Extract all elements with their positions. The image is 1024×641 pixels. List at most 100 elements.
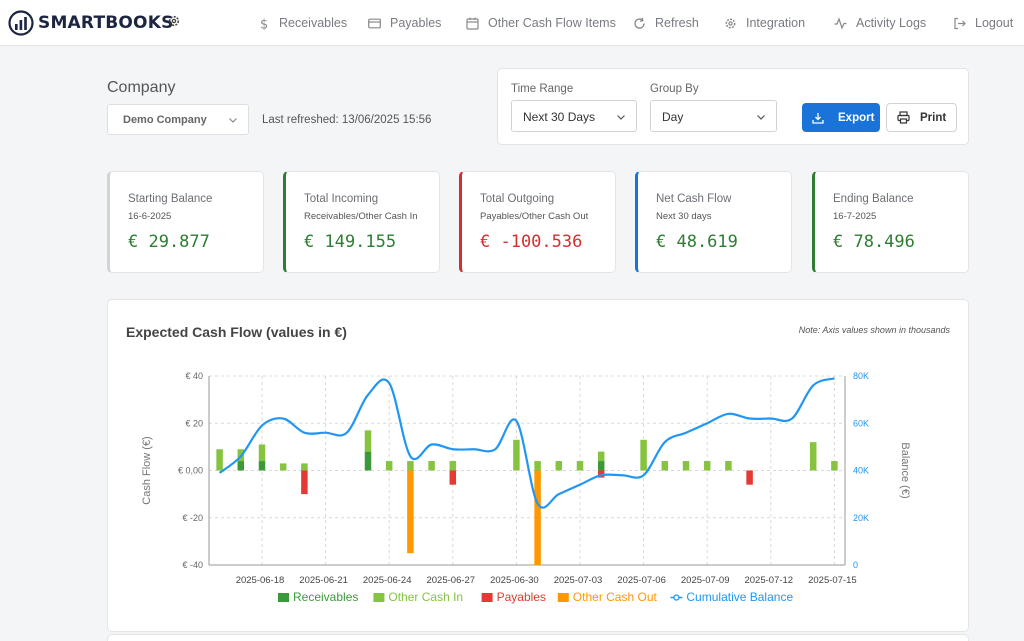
filter-panel: Time Range Next 30 Days Group By Day Exp… bbox=[497, 68, 969, 145]
time-range-select[interactable]: Next 30 Days bbox=[511, 100, 637, 132]
kpi-title: Total Incoming bbox=[304, 193, 379, 205]
settings-gear-icon[interactable] bbox=[167, 14, 181, 28]
nav-refresh[interactable]: Refresh bbox=[633, 14, 699, 32]
top-navbar: SMARTBOOKS $ Receivables Payables Other … bbox=[0, 0, 1024, 46]
cash-flow-chart: € -40 0 € -20 20K € 0,00 40K € 20 60K € 40 80K 202… bbox=[141, 371, 911, 604]
legend-label: Other Cash Out bbox=[573, 590, 658, 604]
bar-other-cash-in bbox=[428, 461, 435, 471]
x-tick-label: 2025-06-21 bbox=[299, 575, 348, 586]
dollar-icon: $ bbox=[260, 17, 268, 30]
chevron-down-icon bbox=[617, 115, 625, 120]
x-tick-label: 2025-07-15 bbox=[808, 575, 857, 586]
kpi-total-outgoing: Total Outgoing Payables/Other Cash Out €… bbox=[459, 171, 616, 273]
smartbooks-logo-icon bbox=[8, 10, 34, 36]
x-tick-label: 2025-06-18 bbox=[236, 575, 285, 586]
next-card bbox=[107, 634, 969, 641]
bar-other-cash-out bbox=[534, 470, 541, 565]
company-select[interactable]: Demo Company bbox=[107, 104, 249, 135]
kpi-title: Net Cash Flow bbox=[656, 193, 732, 205]
legend-label: Payables bbox=[497, 590, 546, 604]
kpi-net-cash-flow: Net Cash Flow Next 30 days € 48.619 bbox=[635, 171, 792, 273]
legend-label: Cumulative Balance bbox=[686, 590, 793, 604]
x-tick-label: 2025-07-09 bbox=[681, 575, 730, 586]
bar-other-cash-in bbox=[682, 461, 690, 471]
x-tick-label: 2025-07-06 bbox=[617, 575, 666, 586]
nav-label: Other Cash Flow Items bbox=[488, 16, 616, 30]
bar-other-cash-in bbox=[385, 461, 393, 471]
svg-text:$: $ bbox=[260, 17, 268, 30]
legend-label: Receivables bbox=[293, 590, 358, 604]
bar-receivables bbox=[364, 451, 372, 471]
bar-other-cash-in bbox=[258, 444, 266, 462]
kpi-title: Total Outgoing bbox=[480, 193, 555, 205]
bar-other-cash-in bbox=[279, 463, 287, 471]
y-right-tick-label: 0 bbox=[853, 560, 858, 570]
company-label: Company bbox=[107, 79, 176, 96]
bar-other-cash-in bbox=[576, 461, 584, 471]
kpi-starting-balance: Starting Balance 16-6-2025 € 29.877 bbox=[107, 171, 264, 273]
legend-swatch bbox=[481, 593, 493, 602]
nav-integration[interactable]: Integration bbox=[724, 14, 805, 32]
chevron-down-icon bbox=[229, 118, 237, 123]
kpi-ending-balance: Ending Balance 16-7-2025 € 78.496 bbox=[812, 171, 969, 273]
time-range-label: Time Range bbox=[511, 83, 574, 95]
y-right-tick-label: 80K bbox=[853, 371, 869, 381]
bar-payables bbox=[746, 470, 753, 485]
chart-note: Note: Axis values shown in thousands bbox=[798, 325, 950, 335]
gear-icon bbox=[725, 18, 736, 28]
bar-other-cash-in bbox=[449, 461, 457, 471]
bar-other-cash-in bbox=[216, 449, 223, 471]
kpi-value: € 29.877 bbox=[128, 232, 210, 252]
legend-label: Other Cash In bbox=[388, 590, 463, 604]
last-refreshed: Last refreshed: 13/06/2025 15:56 bbox=[262, 114, 432, 126]
kpi-value: € 78.496 bbox=[833, 232, 915, 252]
bar-receivables bbox=[597, 461, 605, 471]
kpi-title: Ending Balance bbox=[833, 193, 914, 205]
bar-receivables bbox=[237, 461, 245, 471]
nav-label: Logout bbox=[975, 16, 1014, 30]
time-range-value: Next 30 Days bbox=[523, 110, 596, 124]
group-by-select[interactable]: Day bbox=[650, 100, 777, 132]
chevron-down-icon bbox=[757, 115, 765, 120]
nav-activity-logs[interactable]: Activity Logs bbox=[834, 14, 926, 32]
bar-payables bbox=[301, 470, 308, 495]
bar-other-cash-in bbox=[640, 439, 647, 471]
print-button[interactable]: Print bbox=[886, 103, 957, 132]
bar-other-cash-in bbox=[513, 439, 520, 471]
brand[interactable]: SMARTBOOKS bbox=[8, 9, 174, 37]
y-right-tick-label: 60K bbox=[853, 418, 869, 428]
x-tick-label: 2025-06-27 bbox=[426, 575, 475, 586]
company-select-value: Demo Company bbox=[123, 114, 207, 126]
legend-swatch bbox=[373, 593, 385, 602]
legend-swatch bbox=[278, 593, 289, 602]
y-left-axis-title: Cash Flow (€) bbox=[141, 436, 153, 504]
x-tick-label: 2025-06-30 bbox=[490, 575, 539, 586]
export-button[interactable]: Export bbox=[802, 103, 880, 132]
nav-label: Receivables bbox=[279, 16, 348, 30]
nav-other-cash-flow-items[interactable]: Other Cash Flow Items bbox=[466, 14, 616, 32]
nav-receivables[interactable]: $ Receivables bbox=[257, 14, 347, 32]
nav-logout[interactable]: Logout bbox=[953, 14, 1013, 32]
nav-payables[interactable]: Payables bbox=[368, 14, 441, 32]
y-right-axis-title: Balance (€) bbox=[899, 442, 911, 498]
bar-other-cash-in bbox=[725, 461, 732, 471]
nav-label: Activity Logs bbox=[856, 16, 927, 30]
activity-icon bbox=[834, 16, 847, 30]
calendar-icon bbox=[466, 17, 479, 30]
bar-other-cash-in bbox=[597, 451, 605, 462]
bar-other-cash-in bbox=[831, 461, 838, 471]
kpi-subtitle: 16-7-2025 bbox=[833, 211, 877, 222]
bar-payables bbox=[597, 470, 605, 478]
download-icon bbox=[812, 112, 824, 124]
printer-icon bbox=[897, 111, 910, 124]
card-icon bbox=[368, 18, 381, 28]
nav-label: Integration bbox=[746, 16, 806, 30]
chart-title: Expected Cash Flow (values in €) bbox=[126, 324, 347, 340]
kpi-subtitle: 16-6-2025 bbox=[128, 211, 172, 222]
y-left-tick-label: € 40 bbox=[185, 371, 203, 381]
x-tick-label: 2025-07-12 bbox=[744, 575, 793, 586]
print-label: Print bbox=[920, 111, 947, 124]
bar-receivables bbox=[258, 461, 266, 471]
kpi-total-incoming: Total Incoming Receivables/Other Cash In… bbox=[283, 171, 440, 273]
bar-other-cash-in bbox=[809, 442, 817, 471]
